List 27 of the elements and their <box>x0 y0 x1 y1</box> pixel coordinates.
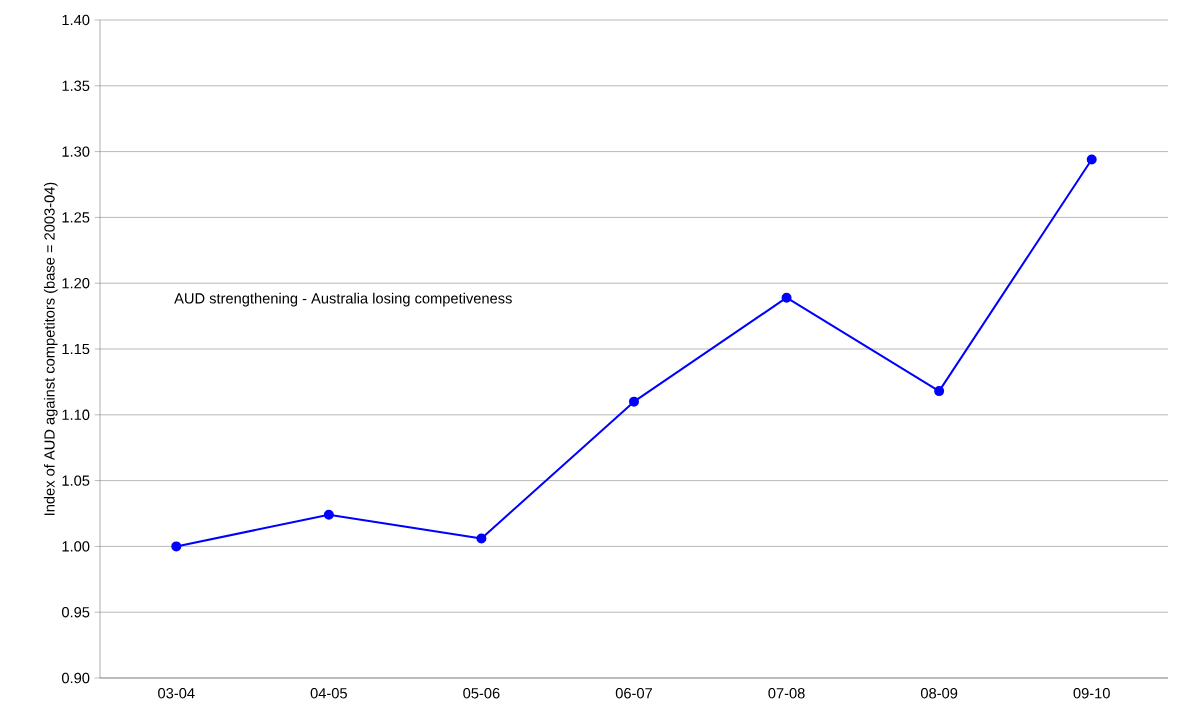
point <box>323 509 334 520</box>
y-tick-label: 1.15 <box>62 343 90 355</box>
x-tick-label: 03-04 <box>158 688 195 699</box>
point <box>476 533 487 544</box>
point <box>171 541 182 552</box>
x-tick-label: 05-06 <box>463 688 500 699</box>
point <box>781 292 792 303</box>
y-tick-label: 1.00 <box>62 541 90 552</box>
y-tick-label: 0.90 <box>61 672 90 684</box>
y-tick-label: 0.95 <box>61 607 90 618</box>
point <box>1086 154 1097 165</box>
point <box>934 386 945 397</box>
y-tick-label: 1.05 <box>62 475 90 486</box>
x-tick-label: 07-08 <box>768 688 805 699</box>
y-tick-label: 1.40 <box>62 14 90 26</box>
y-axis-title: Index of AUD against competitors (base = 2003-04) <box>43 182 58 515</box>
y-tick-label: 1.25 <box>62 212 90 223</box>
x-tick-label: 04-05 <box>310 688 347 699</box>
x-tick-label: 08-09 <box>920 688 958 699</box>
y-tick-label: 1.10 <box>62 409 90 420</box>
point <box>629 396 639 407</box>
x-tick-label: 06-07 <box>615 688 653 699</box>
y-tick-label: 1.35 <box>62 80 90 91</box>
y-tick-label: 1.20 <box>62 278 90 289</box>
annotation: AUD strengthening - Australia losing competiveness <box>174 292 512 307</box>
y-tick-label: 1.30 <box>62 146 90 157</box>
x-tick-label: 09-10 <box>1073 688 1110 699</box>
